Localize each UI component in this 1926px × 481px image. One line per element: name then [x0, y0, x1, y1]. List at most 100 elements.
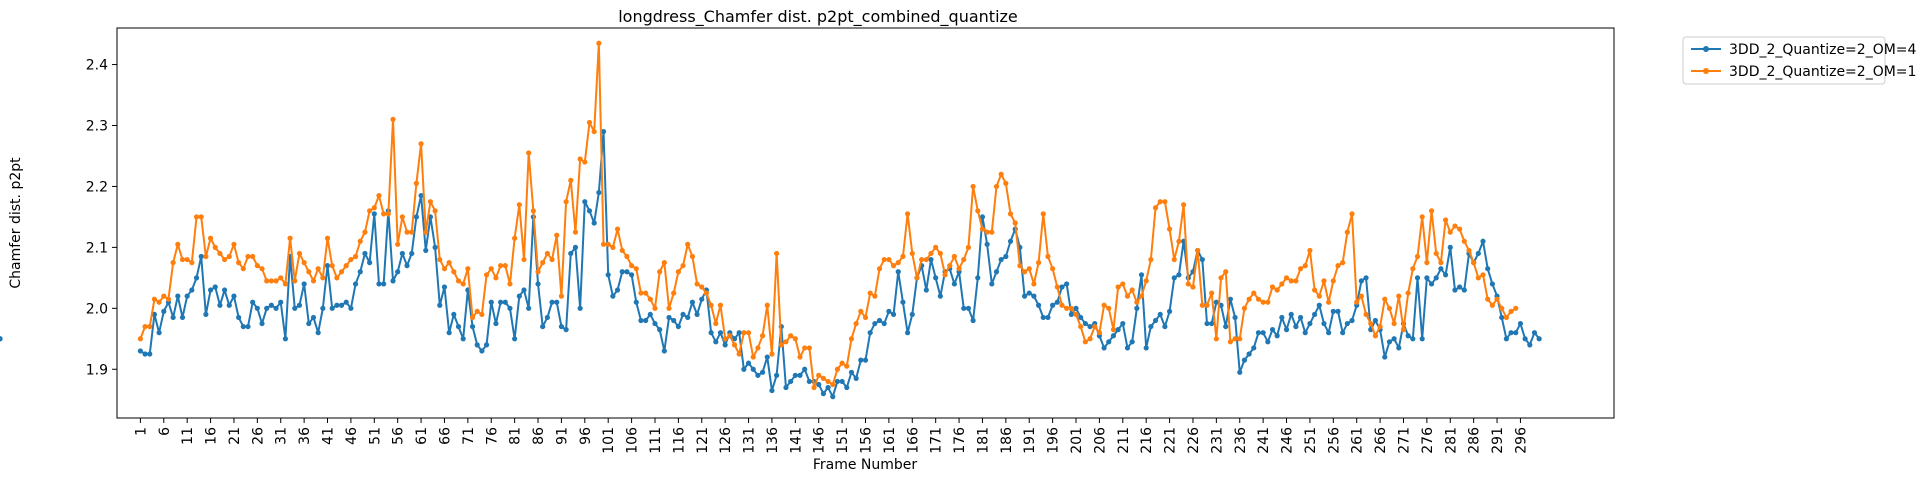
series-1-point — [1335, 263, 1341, 269]
series-1-point — [250, 253, 256, 260]
series-0-point — [170, 314, 176, 321]
series-0-point — [816, 381, 822, 388]
series-0-point — [409, 250, 415, 257]
series-0-point — [1031, 293, 1037, 299]
series-1-point — [1209, 290, 1215, 296]
x-tick-label: 26 — [250, 427, 266, 445]
series-1-point — [404, 229, 410, 235]
series-0-point — [278, 299, 284, 305]
series-1-point — [816, 372, 822, 378]
series-1-point — [989, 229, 995, 235]
series-1-point — [647, 296, 653, 302]
series-0-point — [296, 302, 303, 308]
series-1-point — [540, 260, 546, 266]
series-0-point — [867, 330, 873, 336]
x-tick-label: 156 — [859, 427, 875, 454]
x-tick-label: 81 — [508, 427, 524, 445]
series-1-point — [937, 250, 943, 257]
series-0-point — [965, 305, 972, 311]
series-1-point — [1438, 260, 1444, 266]
series-1-point — [1176, 238, 1182, 244]
series-1-point — [764, 302, 770, 308]
series-0-point — [1026, 290, 1032, 296]
series-0-point — [624, 269, 630, 275]
series-1-point — [498, 263, 504, 269]
series-1-point — [993, 183, 1000, 190]
series-1-point — [142, 323, 148, 330]
x-tick-label: 191 — [1022, 427, 1038, 454]
series-0-point — [1087, 323, 1093, 330]
series-1-point — [554, 232, 560, 238]
series-0-point — [820, 391, 827, 397]
x-tick-label: 116 — [671, 427, 687, 454]
series-0-point — [563, 327, 569, 333]
series-1-point — [413, 180, 419, 186]
series-0-point — [657, 327, 663, 333]
series-1-point — [231, 241, 237, 247]
series-1-point — [1199, 302, 1205, 308]
series-0-point — [1003, 253, 1009, 260]
series-1-point — [1377, 323, 1383, 330]
series-0-point — [376, 281, 382, 287]
series-1-point — [315, 266, 321, 272]
series-0-point — [184, 293, 190, 299]
x-tick-label: 201 — [1069, 427, 1085, 454]
series-0-point — [675, 323, 681, 330]
series-0-point — [1531, 330, 1538, 336]
series-1-point — [179, 256, 186, 263]
series-0-point — [521, 287, 527, 293]
series-0-point — [507, 305, 513, 311]
series-0-point — [549, 299, 555, 305]
series-0-point — [1326, 330, 1332, 336]
series-1-point — [1054, 284, 1060, 290]
series-0-point — [1251, 345, 1257, 351]
series-1-point — [876, 266, 883, 272]
series-1-point — [441, 266, 448, 272]
series-0-point — [231, 293, 237, 299]
series-0-point — [1457, 284, 1463, 290]
series-0-point — [984, 241, 990, 247]
series-1-point — [156, 299, 162, 305]
series-1-point — [526, 150, 532, 156]
series-1-point — [245, 253, 251, 260]
series-0-point — [1513, 330, 1519, 336]
series-0-point — [1340, 330, 1346, 336]
series-0-point — [1120, 320, 1126, 327]
x-tick-label: 161 — [882, 427, 898, 454]
series-0-point — [1489, 281, 1495, 287]
series-1-point — [783, 339, 789, 345]
series-0-point — [1115, 327, 1121, 333]
series-1-point — [797, 354, 803, 360]
series-0-point — [348, 305, 354, 311]
series-0-point — [535, 281, 541, 287]
series-0-point — [371, 211, 377, 217]
series-1-point — [769, 351, 775, 357]
series-1-point — [395, 241, 401, 247]
series-1-point — [236, 260, 242, 266]
series-1-point — [254, 263, 260, 269]
series-0-point — [848, 369, 855, 375]
x-tick-label: 176 — [952, 427, 968, 454]
x-tick-label: 231 — [1209, 427, 1225, 454]
series-1-point — [324, 235, 331, 241]
series-1-point — [1312, 287, 1318, 293]
series-0-point — [1438, 266, 1444, 272]
chart-title: longdress_Chamfer dist. p2pt_combined_qu… — [618, 7, 1018, 27]
series-0-point — [315, 330, 321, 336]
series-0-point — [1152, 317, 1159, 324]
series-1-point — [474, 308, 480, 314]
legend-marker-om4 — [1703, 46, 1709, 52]
series-1-point — [975, 208, 981, 214]
series-1-point — [759, 333, 766, 339]
x-tick-label: 206 — [1092, 427, 1108, 454]
series-1-point — [479, 311, 485, 318]
series-0-point — [455, 323, 462, 330]
series-1-point — [1152, 205, 1159, 211]
series-1-point — [586, 119, 593, 126]
series-1-point — [1223, 269, 1229, 275]
series-1-point — [881, 256, 887, 263]
series-0-point — [713, 339, 719, 345]
series-0-point — [282, 336, 289, 342]
x-tick-label: 286 — [1467, 427, 1483, 454]
series-0-point — [324, 263, 331, 269]
